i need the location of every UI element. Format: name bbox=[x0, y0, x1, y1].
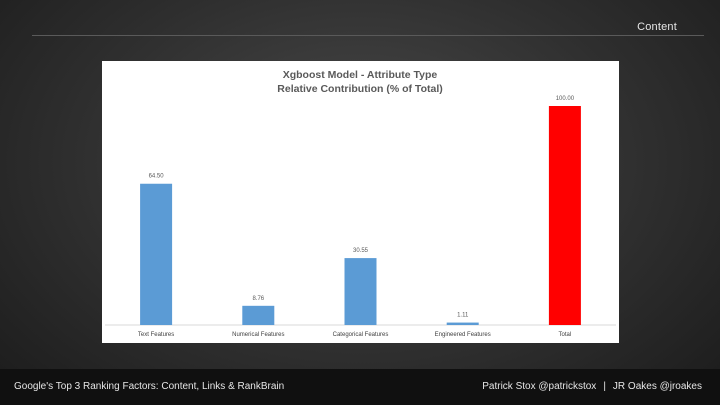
data-label-0: 64.50 bbox=[149, 174, 165, 180]
bar-2 bbox=[344, 258, 377, 325]
category-label-3: Engineered Features bbox=[435, 332, 491, 338]
author-patrick-stox: Patrick Stox @patrickstox bbox=[482, 381, 597, 392]
presentation-title: Google's Top 3 Ranking Factors: Content,… bbox=[14, 381, 285, 392]
data-label-2: 30.55 bbox=[353, 248, 369, 254]
chart-title-line-2: Relative Contribution (% of Total) bbox=[277, 83, 442, 95]
bar-0 bbox=[140, 183, 173, 325]
author-jr-oakes: JR Oakes @jroakes bbox=[612, 381, 702, 392]
data-label-1: 8.76 bbox=[252, 296, 264, 302]
bar-chart: Xgboost Model - Attribute Type Relative … bbox=[105, 69, 616, 338]
category-label-0: Text Features bbox=[138, 332, 174, 338]
author-separator: | bbox=[603, 381, 606, 392]
category-label-1: Numerical Features bbox=[232, 332, 284, 338]
slide-footer: Google's Top 3 Ranking Factors: Content,… bbox=[0, 369, 720, 405]
data-label-4: 100.00 bbox=[556, 96, 575, 102]
section-label: Content bbox=[637, 21, 677, 33]
bar-4 bbox=[548, 106, 581, 325]
bar-1 bbox=[242, 305, 275, 325]
chart-title-line-1: Xgboost Model - Attribute Type bbox=[283, 69, 438, 81]
header-divider bbox=[32, 35, 704, 36]
author-credits: Patrick Stox @patrickstox | JR Oakes @jroa… bbox=[482, 381, 702, 392]
category-label-2: Categorical Features bbox=[333, 332, 389, 338]
bar-3 bbox=[446, 322, 479, 325]
chart-panel: Xgboost Model - Attribute Type Relative … bbox=[102, 61, 619, 343]
category-label-4: Total bbox=[559, 332, 572, 338]
data-label-3: 1.11 bbox=[457, 313, 469, 319]
